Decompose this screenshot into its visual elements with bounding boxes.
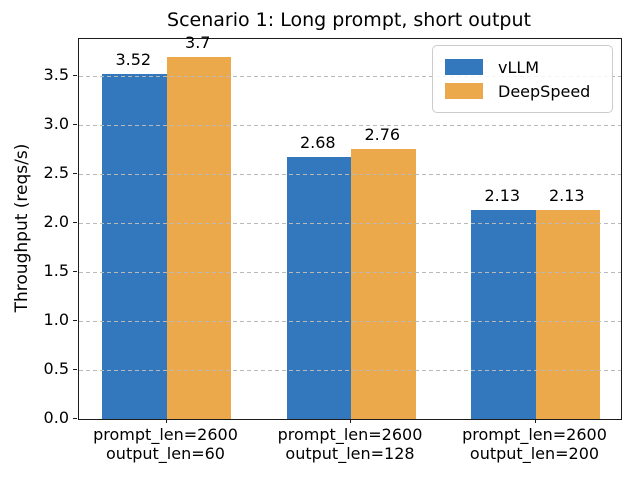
bar-deepspeed-2 <box>535 210 600 419</box>
gridline <box>79 321 621 323</box>
x-tick-mark <box>534 419 536 423</box>
bar-vllm-2 <box>471 210 536 419</box>
bar-value-label: 2.76 <box>364 124 401 144</box>
x-tick-mark <box>165 419 167 423</box>
legend-label: DeepSpeed <box>498 81 591 101</box>
y-tick-mark <box>73 418 77 419</box>
x-tick-label: prompt_len=2600 output_len=60 <box>66 425 266 463</box>
bar-value-label: 2.13 <box>484 186 521 206</box>
bar-value-label: 2.13 <box>548 186 585 206</box>
y-tick-mark <box>73 320 77 322</box>
y-tick-mark <box>73 124 77 126</box>
gridline <box>79 125 621 127</box>
x-tick-label: prompt_len=2600 output_len=200 <box>435 425 635 463</box>
bar-vllm-0 <box>102 74 167 419</box>
legend-swatch-vllm <box>445 59 483 75</box>
y-tick-label: 1.5 <box>43 261 69 281</box>
legend-swatch-deepspeed <box>445 83 483 99</box>
x-tick-label: prompt_len=2600 output_len=128 <box>250 425 450 463</box>
y-tick-mark <box>73 369 77 371</box>
bar-vllm-1 <box>286 156 351 419</box>
x-tick-label-line: prompt_len=2600 <box>462 425 607 444</box>
y-tick-label: 0.0 <box>43 408 69 427</box>
y-tick-mark <box>73 271 77 273</box>
x-tick-label-line: output_len=128 <box>285 444 415 463</box>
bar-value-label: 3.52 <box>115 50 152 70</box>
x-tick-label-line: prompt_len=2600 <box>93 425 238 444</box>
y-tick-label: 2.0 <box>43 212 69 232</box>
legend: vLLM DeepSpeed <box>432 45 613 113</box>
gridline <box>79 174 621 176</box>
gridline <box>79 76 621 78</box>
y-tick-mark <box>73 75 77 77</box>
legend-item: vLLM <box>445 58 600 77</box>
y-tick-label: 0.5 <box>43 359 69 379</box>
legend-label: vLLM <box>498 57 540 77</box>
y-tick-label: 3.5 <box>43 65 69 85</box>
x-tick-mark <box>350 419 351 423</box>
y-tick-label: 3.0 <box>43 114 69 134</box>
y-tick-label: 2.5 <box>43 163 69 183</box>
x-tick-label-line: prompt_len=2600 <box>277 425 423 444</box>
x-tick-label-line: output_len=60 <box>106 444 225 463</box>
bar-value-label: 3.7 <box>185 32 211 52</box>
bar-deepspeed-1 <box>351 148 416 419</box>
bar-deepspeed-0 <box>166 56 231 419</box>
gridline <box>79 370 621 372</box>
chart-title: Scenario 1: Long prompt, short output <box>167 9 531 31</box>
y-tick-label: 1.0 <box>43 310 69 330</box>
gridline <box>79 272 621 274</box>
gridline <box>79 223 621 225</box>
legend-item: DeepSpeed <box>445 82 600 101</box>
x-tick-label-line: output_len=200 <box>469 444 600 463</box>
y-tick-mark <box>73 222 77 224</box>
bar-value-label: 2.68 <box>299 132 336 152</box>
y-tick-mark <box>73 173 77 175</box>
